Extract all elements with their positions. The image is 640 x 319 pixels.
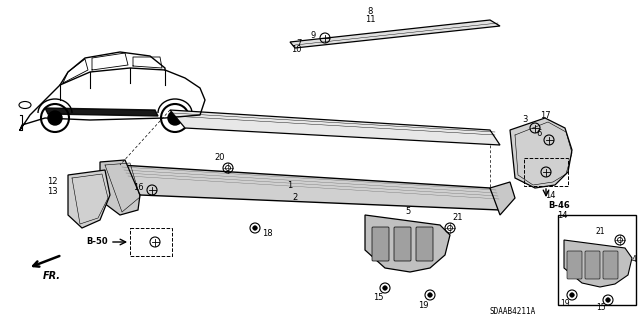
Text: 4: 4 [632, 256, 637, 264]
Polygon shape [365, 215, 450, 272]
Polygon shape [68, 170, 110, 228]
Polygon shape [510, 118, 572, 188]
FancyBboxPatch shape [558, 215, 636, 305]
Text: 17: 17 [540, 110, 550, 120]
Text: 8: 8 [367, 8, 372, 17]
FancyBboxPatch shape [394, 227, 411, 261]
Text: 18: 18 [262, 229, 273, 239]
Text: 16: 16 [133, 183, 144, 192]
Polygon shape [490, 182, 515, 215]
Text: 12: 12 [47, 177, 58, 187]
Text: 11: 11 [365, 14, 375, 24]
FancyBboxPatch shape [372, 227, 389, 261]
Text: 1: 1 [287, 181, 292, 189]
Text: 21: 21 [595, 227, 605, 236]
Text: 9: 9 [311, 32, 316, 41]
Text: 2: 2 [292, 194, 298, 203]
Circle shape [605, 298, 611, 302]
Circle shape [48, 111, 62, 125]
Circle shape [168, 111, 182, 125]
Circle shape [383, 286, 387, 290]
Text: 13: 13 [47, 188, 58, 197]
Text: 21: 21 [452, 213, 463, 222]
Text: B-50: B-50 [86, 238, 108, 247]
Text: 14: 14 [545, 190, 556, 199]
Text: 3: 3 [523, 115, 528, 124]
Text: B-46: B-46 [548, 201, 570, 210]
Polygon shape [45, 108, 158, 116]
FancyBboxPatch shape [416, 227, 433, 261]
Text: SDAAB4211A: SDAAB4211A [490, 307, 536, 315]
FancyBboxPatch shape [585, 251, 600, 279]
Text: 19: 19 [560, 300, 570, 308]
Polygon shape [290, 20, 500, 48]
Text: FR.: FR. [43, 271, 61, 281]
Polygon shape [100, 160, 140, 215]
Text: 6: 6 [536, 129, 542, 137]
Text: 7: 7 [296, 39, 302, 48]
Polygon shape [120, 165, 500, 210]
FancyBboxPatch shape [603, 251, 618, 279]
Circle shape [570, 293, 574, 297]
Text: 19: 19 [418, 300, 428, 309]
Polygon shape [170, 110, 500, 145]
Circle shape [253, 226, 257, 230]
Polygon shape [564, 240, 632, 287]
Text: 10: 10 [291, 46, 302, 55]
Text: 14: 14 [557, 211, 567, 219]
Text: 5: 5 [405, 207, 411, 217]
Text: 15: 15 [372, 293, 383, 302]
Circle shape [428, 293, 432, 297]
FancyBboxPatch shape [567, 251, 582, 279]
Text: 15: 15 [596, 303, 606, 313]
Text: 20: 20 [215, 153, 225, 162]
